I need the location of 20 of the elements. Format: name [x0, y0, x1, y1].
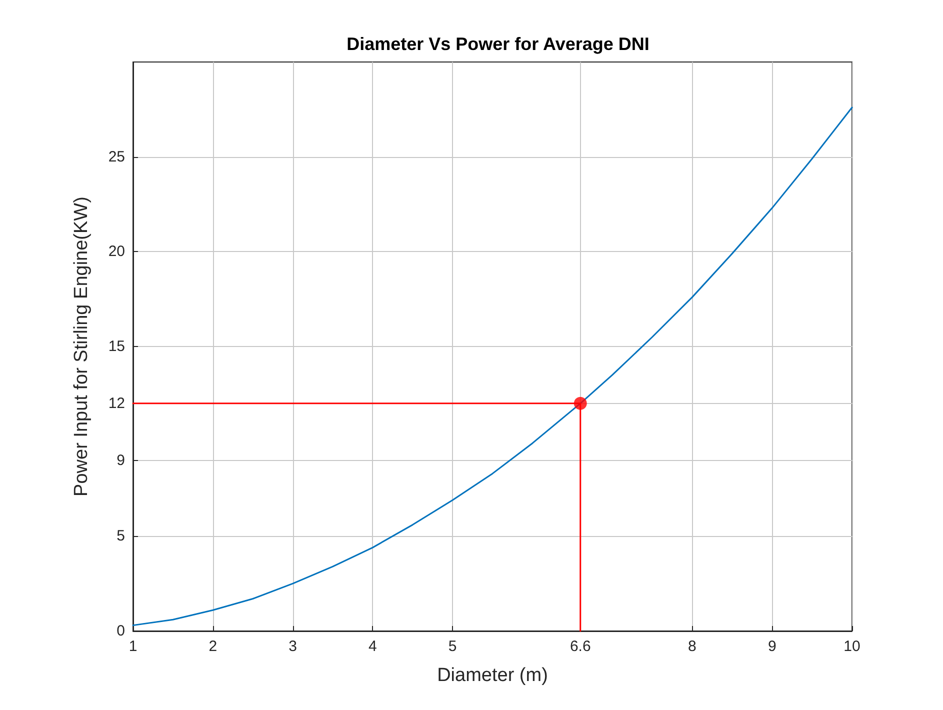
x-tick-label: 10: [844, 638, 860, 655]
x-axis-title: Diameter (m): [437, 665, 548, 686]
line-series: [132, 106, 853, 626]
y-tick-label: 9: [116, 452, 125, 469]
y-axis-title: Power Input for Stirling Engine(KW): [71, 196, 92, 496]
y-tick-label: 12: [108, 394, 125, 412]
x-tick-label: 6.6: [570, 638, 591, 655]
x-tick-label: 8: [688, 638, 696, 655]
x-tick-label: 4: [368, 638, 377, 655]
y-tick-label: 20: [108, 243, 125, 260]
chart-title: Diameter Vs Power for Average DNI: [346, 34, 650, 54]
y-tick-label: 25: [108, 148, 125, 166]
x-tick-label: 1: [128, 638, 138, 655]
y-tick-label: 0: [116, 622, 125, 640]
x-tick-label: 2: [208, 638, 218, 655]
x-tick-label: 5: [448, 638, 457, 655]
y-tick-label: 5: [116, 528, 125, 545]
x-tick-label: 9: [768, 638, 776, 655]
y-tick-label: 15: [108, 338, 125, 355]
x-tick-label: 3: [288, 638, 297, 655]
